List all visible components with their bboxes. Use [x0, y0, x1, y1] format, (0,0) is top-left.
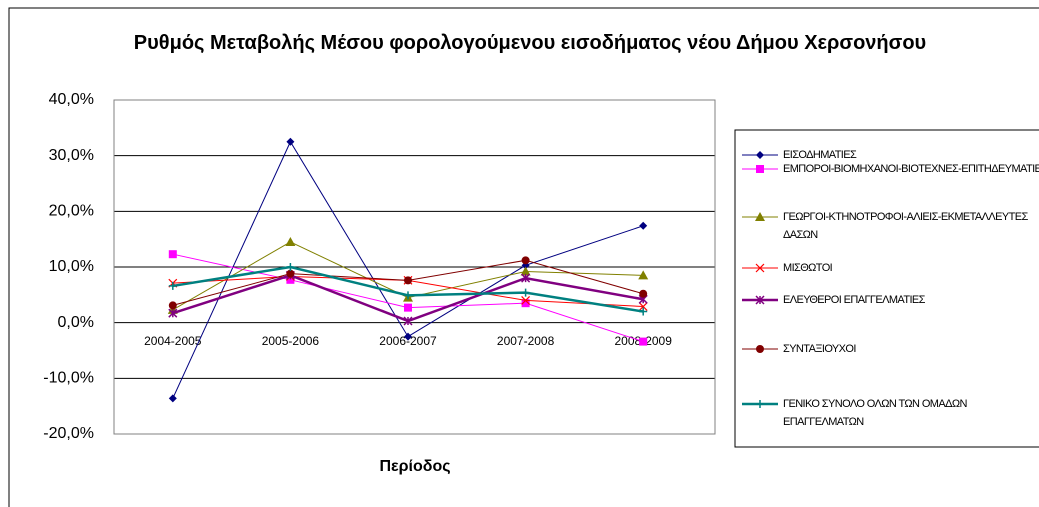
marker: [168, 301, 177, 310]
plot-border: [113, 99, 716, 435]
legend-label: ΜΙΣΘΩΤΟΙ: [783, 262, 833, 274]
marker: [756, 345, 764, 353]
marker: [285, 236, 296, 246]
marker: [286, 275, 295, 284]
marker: [639, 307, 648, 316]
marker: [755, 295, 765, 305]
y-tick-label: -20,0%: [43, 425, 94, 442]
legend-label: ΕΙΣΟΔΗΜΑΤΙΕΣ: [783, 149, 857, 161]
x-tick-label: 2004-2005: [144, 334, 202, 348]
marker: [521, 295, 531, 305]
legend-label: ΕΛΕΥΘΕΡΟΙ ΕΠΑΓΓΕΛΜΑΤΙΕΣ: [783, 294, 925, 306]
series: [168, 250, 648, 346]
y-tick-label: 40,0%: [49, 91, 94, 108]
x-tick-label: 2007-2008: [497, 334, 555, 348]
marker: [168, 308, 178, 318]
grid: [114, 99, 715, 435]
marker: [639, 289, 648, 298]
marker: [168, 394, 177, 403]
marker: [638, 302, 648, 311]
marker: [286, 137, 295, 146]
marker: [755, 263, 765, 273]
series: [168, 256, 648, 310]
y-tick-label: 20,0%: [49, 203, 94, 220]
marker: [404, 291, 412, 300]
marker: [521, 288, 530, 297]
marker: [520, 266, 531, 276]
marker: [404, 332, 412, 341]
marker: [168, 281, 177, 290]
y-tick-label: 0,0%: [58, 314, 94, 331]
marker: [638, 270, 649, 280]
x-axis-label: Περίοδος: [379, 458, 450, 475]
series: [168, 263, 648, 316]
series: [168, 137, 648, 403]
marker: [756, 400, 764, 408]
chart-title: Ρυθμός Μεταβολής Μέσου φορολογούμενου ει…: [133, 32, 927, 54]
marker: [756, 165, 764, 173]
legend-label: ΓΕΩΡΓΟΙ-ΚΤΗΝΟΤΡΟΦΟΙ-ΑΛΙΕΙΣ-ΕΚΜΕΤΑΛΛΕΥΤΕΣ…: [783, 211, 1028, 241]
marker: [404, 276, 412, 285]
marker: [403, 316, 413, 326]
legend-label: ΣΥΝΤΑΞΙΟΥΧΟΙ: [783, 343, 856, 355]
marker: [756, 151, 764, 159]
legend-box: [734, 129, 1039, 448]
marker: [521, 256, 530, 265]
x-tick-label: 2005-2006: [262, 334, 320, 348]
y-tick-label: 10,0%: [49, 258, 94, 275]
marker: [521, 299, 530, 308]
marker: [286, 269, 295, 278]
y-tick-label: -10,0%: [43, 370, 94, 387]
x-tick-label: 2006-2007: [379, 334, 437, 348]
marker: [404, 303, 412, 312]
marker: [521, 273, 531, 283]
legend-label: ΕΜΠΟΡΟΙ-ΒΙΟΜΗΧΑΝΟΙ-ΒΙΟΤΕΧΝΕΣ-ΕΠΙΤΗΔΕΥΜΑΤ…: [783, 163, 1039, 175]
marker: [286, 263, 295, 271]
marker: [755, 212, 765, 221]
marker: [639, 337, 648, 346]
legend-label: ΓΕΝΙΚΟ ΣΥΝΟΛΟ ΟΛΩΝ ΤΩΝ ΟΜΑΔΩΝ ΕΠΑΓΓΕΛΜΑΤ…: [783, 398, 967, 428]
y-tick-label: 30,0%: [49, 147, 94, 164]
marker: [168, 250, 177, 259]
marker: [639, 221, 648, 230]
chart-border: [8, 7, 1039, 507]
